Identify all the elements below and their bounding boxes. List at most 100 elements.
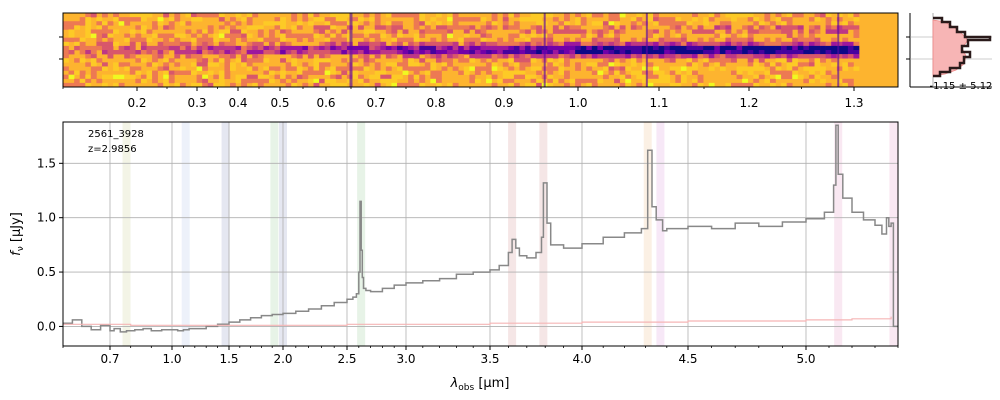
- heatmap-cell: [280, 25, 286, 30]
- heatmap-cell: [786, 25, 793, 30]
- heatmap-cell: [530, 50, 537, 55]
- heatmap-cell: [647, 45, 654, 51]
- heatmap-cell: [230, 45, 236, 51]
- heatmap-cell: [619, 66, 626, 71]
- heatmap-cell: [530, 13, 537, 18]
- heatmap-cell: [352, 74, 359, 80]
- heatmap-cell: [491, 13, 498, 18]
- heatmap-cell: [319, 45, 325, 51]
- heatmap-cell: [525, 29, 531, 34]
- heatmap-cell: [786, 17, 793, 22]
- heatmap-cell: [831, 50, 838, 55]
- heatmap-cell: [502, 50, 509, 55]
- x-tick-label: 2.0: [273, 352, 292, 366]
- heatmap-cell: [263, 70, 270, 75]
- line-marker-band: [221, 122, 230, 346]
- heatmap-cell: [152, 74, 158, 80]
- heatmap-cell: [179, 70, 186, 75]
- heatmap-cell: [525, 45, 531, 51]
- heatmap-cell: [564, 62, 570, 67]
- heatmap-cell: [463, 17, 470, 22]
- heatmap-cell: [653, 29, 659, 34]
- heatmap-cell: [374, 21, 381, 26]
- heatmap-cell: [653, 17, 659, 22]
- heatmap-cell: [163, 13, 170, 18]
- heatmap-cell: [402, 82, 409, 87]
- heatmap-cell: [808, 70, 815, 75]
- heatmap-cell: [753, 74, 760, 80]
- heatmap-cell: [235, 21, 242, 26]
- heatmap-cell: [441, 50, 448, 55]
- heatmap-cell: [731, 13, 737, 18]
- heatmap-cell: [447, 13, 453, 18]
- heatmap-cell: [569, 78, 576, 84]
- heatmap-cell: [352, 33, 359, 38]
- heatmap-cell: [703, 58, 710, 63]
- heatmap-cell: [330, 29, 337, 34]
- heatmap-cell: [469, 37, 476, 43]
- heatmap-cell: [575, 50, 581, 55]
- heatmap-cell: [491, 58, 498, 63]
- heatmap-cell: [708, 54, 715, 59]
- heatmap-cell: [552, 50, 559, 55]
- heatmap-cell: [831, 74, 838, 80]
- y-axis-label: fν [μJy]: [9, 212, 26, 256]
- heatmap-cell: [669, 41, 676, 47]
- heatmap-cell: [257, 74, 264, 80]
- heatmap-cell: [602, 37, 609, 43]
- heatmap-cell: [257, 58, 264, 63]
- heatmap-cell: [731, 17, 737, 22]
- heatmap-cell: [424, 45, 431, 51]
- heatmap-cell: [419, 66, 426, 71]
- heatmap-cell: [63, 82, 69, 87]
- heatmap-cell: [608, 58, 615, 63]
- heatmap-cell: [769, 70, 776, 75]
- heatmap-cell: [90, 54, 97, 59]
- heatmap-cell: [291, 62, 298, 67]
- heatmap-cell: [163, 70, 170, 75]
- heatmap-cell: [63, 45, 69, 51]
- heatmap-cell: [602, 25, 609, 30]
- heatmap-cell: [847, 78, 854, 84]
- heatmap-cell: [252, 45, 259, 51]
- heatmap-cell: [619, 41, 626, 47]
- heatmap-cell: [558, 29, 565, 34]
- heatmap-cell: [90, 58, 97, 63]
- heatmap-cell: [474, 17, 481, 22]
- heatmap-cell: [358, 45, 364, 51]
- heatmap-cell: [341, 82, 348, 87]
- profile-panel: -1.15 ± 5.12: [906, 13, 992, 92]
- heatmap-cell: [224, 45, 231, 51]
- heatmap-cell: [90, 50, 97, 55]
- spectrum-error-line: [63, 316, 892, 326]
- heatmap-cell: [330, 37, 337, 43]
- heatmap-cell: [280, 33, 286, 38]
- heatmap-cell: [569, 25, 576, 30]
- heatmap-cell: [285, 82, 292, 87]
- heatmap-cell: [753, 66, 760, 71]
- heatmap-cell: [135, 33, 142, 38]
- heatmap-cell: [129, 41, 136, 47]
- heatmap-cell: [307, 78, 314, 84]
- heatmap-cell: [480, 41, 487, 47]
- heatmap-cell: [586, 82, 593, 87]
- heatmap-cell: [536, 37, 543, 43]
- heatmap-cell: [608, 33, 615, 38]
- heatmap-cell: [74, 25, 80, 30]
- heatmap-cell: [324, 50, 331, 55]
- heatmap-cell: [530, 66, 537, 71]
- heatmap-cell: [185, 54, 192, 59]
- heatmap-cell: [296, 54, 303, 59]
- heatmap-cell: [764, 62, 771, 67]
- heatmap-cell: [463, 58, 470, 63]
- heatmap-cell: [719, 54, 726, 59]
- heatmap-cell: [608, 45, 615, 51]
- heatmap-cell: [792, 41, 799, 47]
- heatmap-cell: [697, 82, 704, 87]
- heatmap-cell: [575, 82, 581, 87]
- heatmap-cell: [842, 37, 849, 43]
- heatmap-cell: [764, 50, 771, 55]
- heatmap-cell: [753, 21, 760, 26]
- heatmap-cell: [808, 50, 815, 55]
- heatmap-cell: [85, 45, 92, 51]
